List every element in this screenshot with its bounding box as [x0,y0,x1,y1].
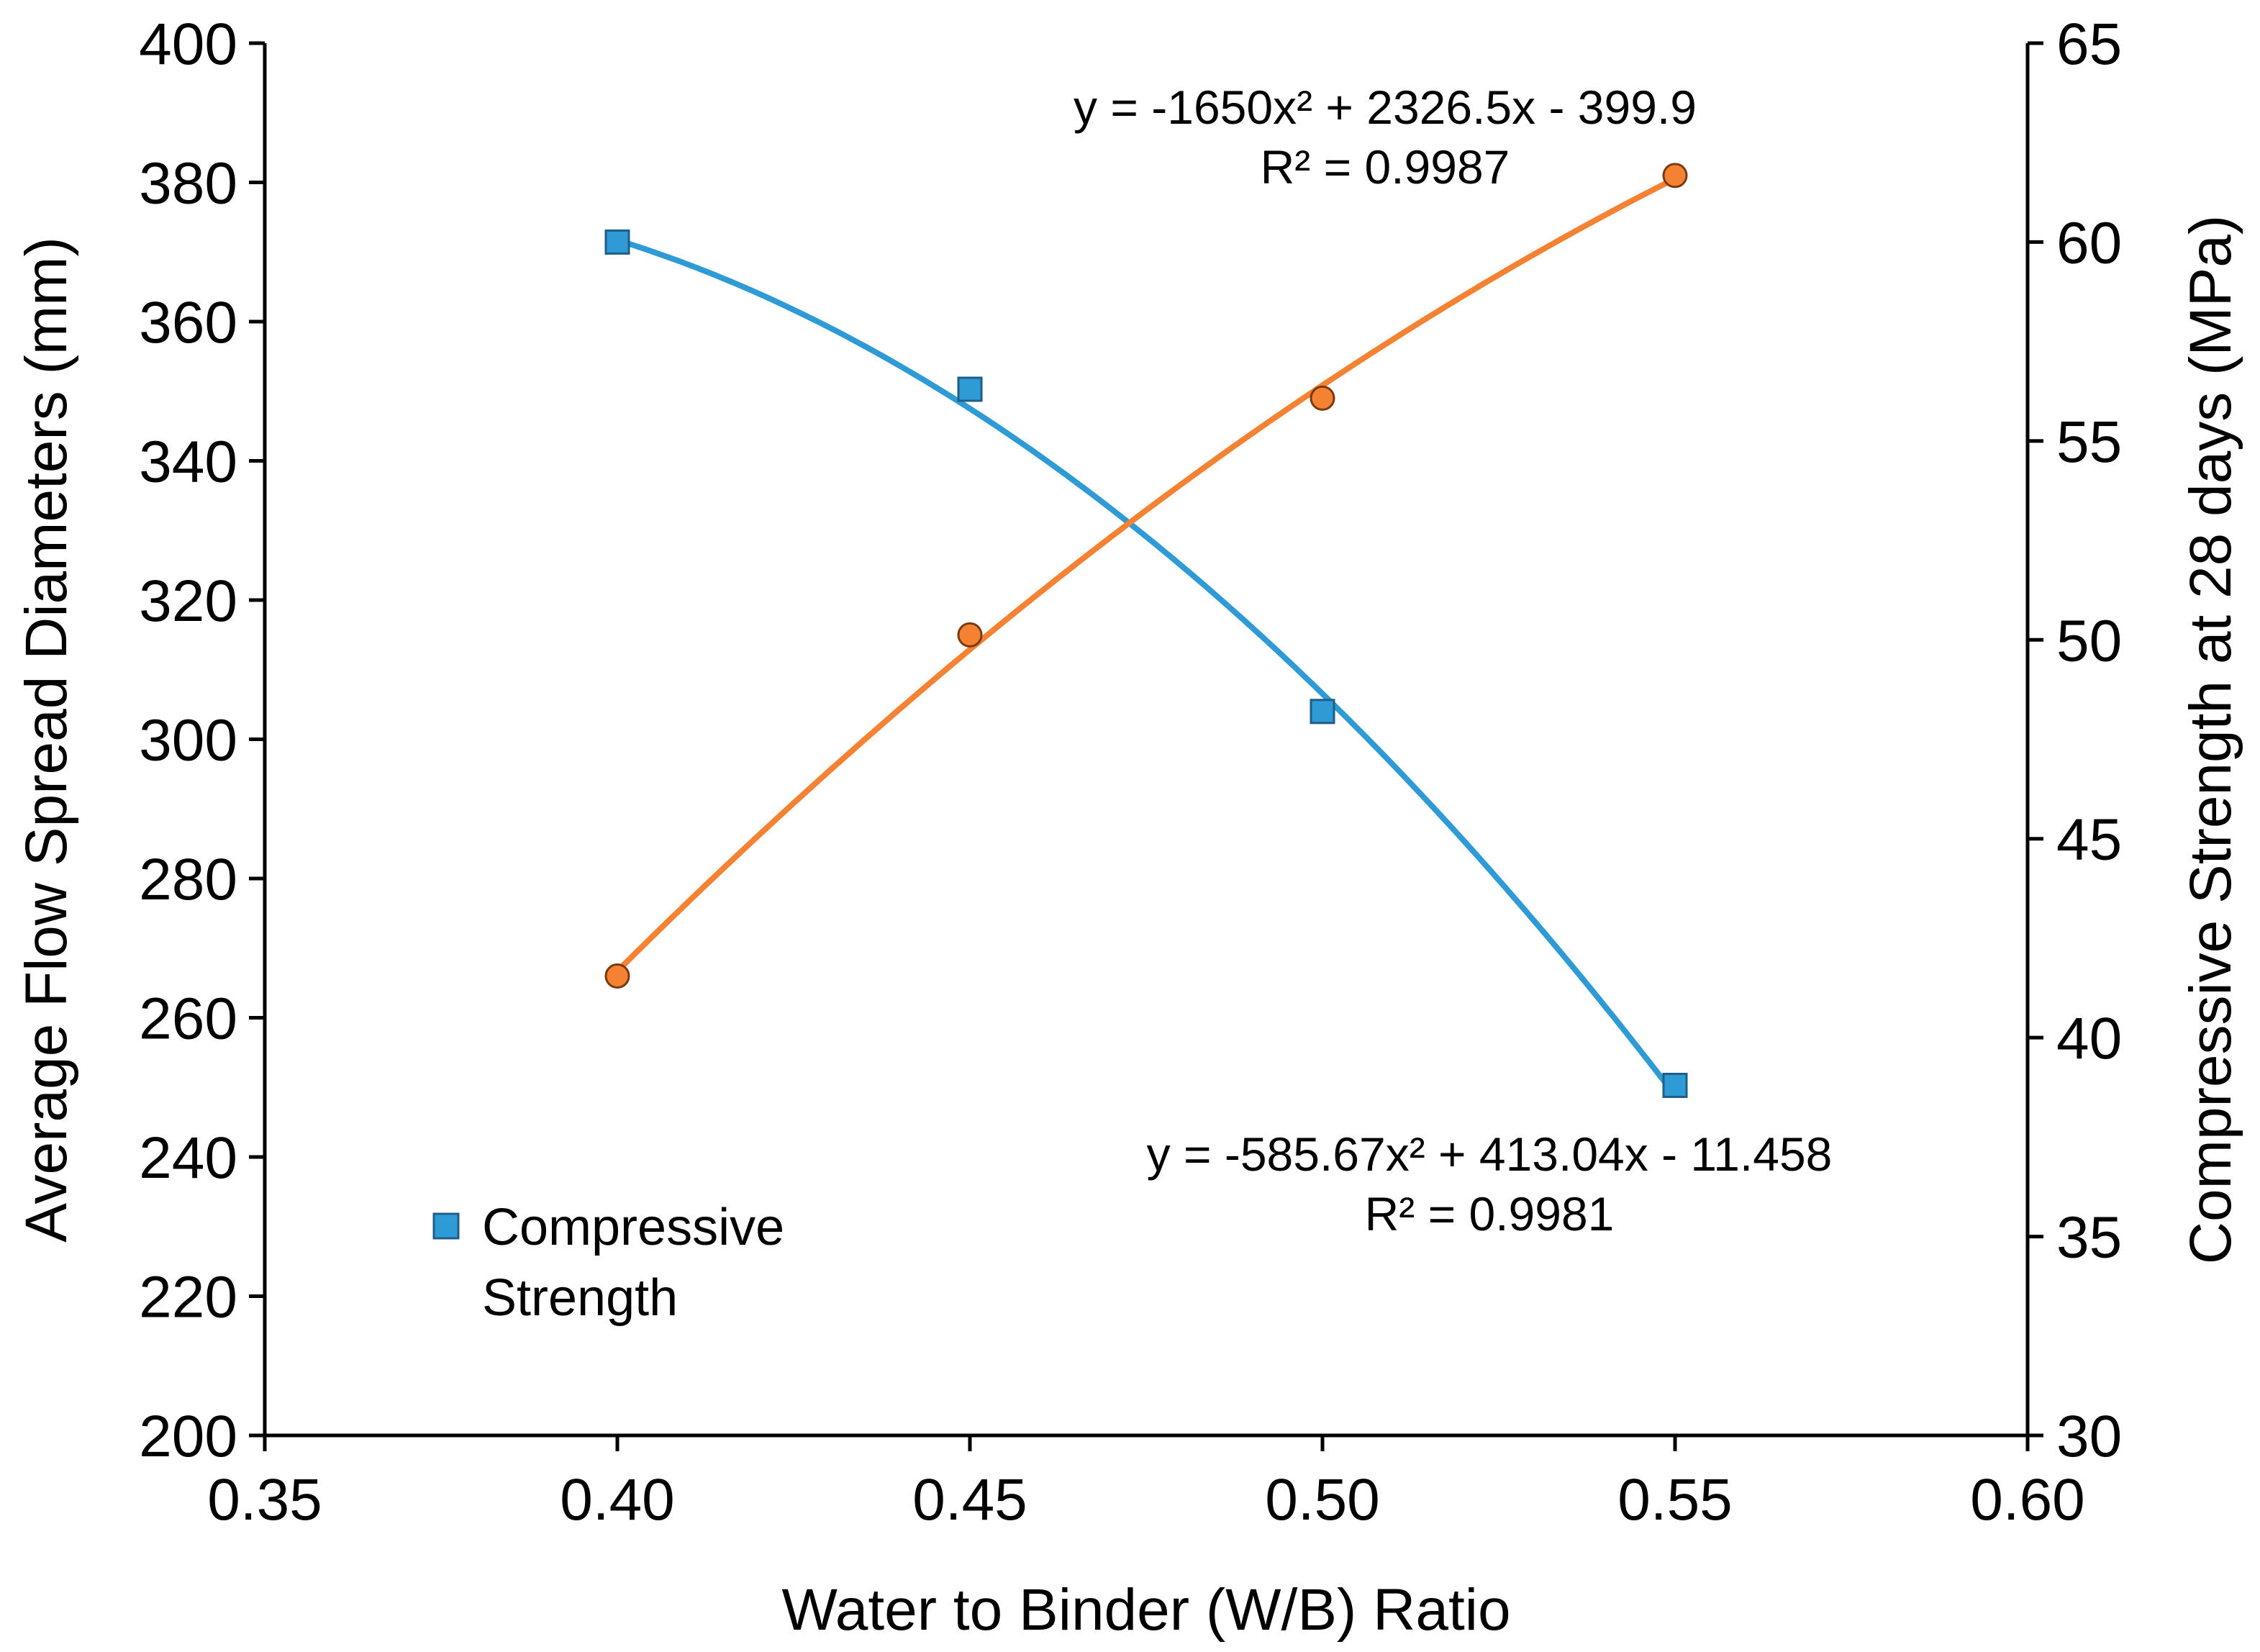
average-flow-spread-point [1662,163,1688,189]
y-left-tick-label: 260 [139,986,237,1052]
y-right-tick-label: 60 [2056,210,2122,276]
flow-trendline-r2: R² = 0.9987 [1261,140,1510,194]
data-markers [604,163,1688,1098]
average-flow-spread-point [1310,385,1335,411]
average-flow-spread-trendline [615,176,1676,974]
x-tick-label: 0.40 [560,1467,675,1533]
legend: Compressive Strength [432,1199,784,1327]
compressive-strength-point [1310,699,1335,725]
y-left-tick-label: 200 [139,1404,237,1469]
y-left-tick-label: 300 [139,708,237,773]
y-left-tick-label: 340 [139,430,237,495]
legend-label-line2: Strength [482,1269,678,1327]
strength-trendline-r2: R² = 0.9981 [1365,1187,1615,1240]
trendlines [615,176,1678,1097]
average-flow-spread-point [957,622,983,648]
y-left-axis-ticks: 200 220 240 260 280 300 320 340 360 380 400 [139,12,265,1469]
compressive-strength-trendline [616,237,1678,1097]
x-tick-label: 0.45 [912,1467,1027,1533]
y-right-axis-ticks: 30 35 40 45 50 55 60 65 [2028,12,2122,1469]
x-tick-label: 0.35 [207,1467,322,1533]
y-left-tick-label: 220 [139,1265,237,1330]
y-right-tick-label: 40 [2056,1006,2122,1071]
legend-square-marker [432,1212,460,1240]
x-tick-label: 0.55 [1617,1467,1733,1533]
flow-trendline-equation: y = -1650x² + 2326.5x - 399.9 [1074,81,1697,134]
x-axis-ticks: 0.35 0.40 0.45 0.50 0.55 0.60 [207,1435,2085,1533]
strength-trendline-equation: y = -585.67x² + 413.04x - 11.458 [1147,1127,1833,1181]
compressive-strength-point [604,229,630,255]
y-right-tick-label: 65 [2056,12,2122,77]
y-left-tick-label: 400 [139,12,237,77]
y-left-tick-label: 280 [139,847,237,912]
x-tick-label: 0.60 [1970,1467,2085,1533]
y-left-tick-label: 380 [139,151,237,217]
legend-label-line1: Compressive [482,1199,784,1256]
y-right-tick-label: 50 [2056,608,2122,673]
y-left-axis-title: Average Flow Spread Diameters (mm) [14,237,79,1242]
y-left-tick-label: 360 [139,290,237,355]
y-right-axis-title: Compressive Strength at 28 days (MPa) [2178,215,2243,1264]
y-right-tick-label: 30 [2056,1404,2122,1469]
y-right-tick-label: 45 [2056,807,2122,873]
y-right-tick-label: 35 [2056,1205,2122,1271]
x-axis-title: Water to Binder (W/B) Ratio [781,1577,1510,1643]
y-right-tick-label: 55 [2056,409,2122,475]
compressive-strength-point [1662,1072,1688,1098]
x-tick-label: 0.50 [1265,1467,1380,1533]
compressive-strength-point [957,376,983,402]
y-left-tick-label: 320 [139,568,237,634]
y-left-tick-label: 240 [139,1125,237,1191]
average-flow-spread-point [604,963,630,989]
